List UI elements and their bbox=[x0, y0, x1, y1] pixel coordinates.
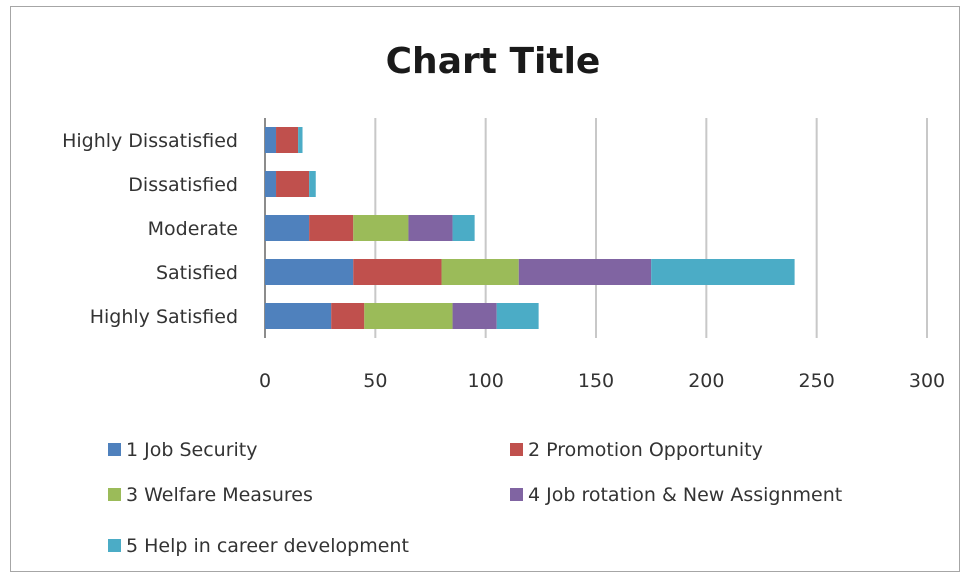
x-tick-label: 300 bbox=[909, 370, 945, 392]
legend-item: 4 Job rotation & New Assignment bbox=[510, 484, 842, 506]
legend: 1 Job Security 2 Promotion Opportunity 3 W… bbox=[108, 439, 842, 557]
legend-label: 2 Promotion Opportunity bbox=[528, 439, 763, 461]
category-label: Moderate bbox=[148, 218, 238, 240]
legend-item: 3 Welfare Measures bbox=[108, 484, 313, 506]
bar-segment bbox=[309, 171, 316, 197]
category-label: Highly Dissatisfied bbox=[62, 130, 238, 152]
bar-segment bbox=[276, 127, 299, 153]
legend-item: 5 Help in career development bbox=[108, 535, 409, 557]
category-label: Highly Satisfied bbox=[90, 306, 238, 328]
legend-swatch bbox=[510, 488, 523, 501]
bar-segment bbox=[441, 259, 519, 285]
x-tick-labels: 0 50 100 150 200 250 300 bbox=[259, 370, 945, 392]
gridlines bbox=[264, 118, 928, 338]
x-tick-label: 50 bbox=[363, 370, 387, 392]
bar-segment bbox=[298, 127, 303, 153]
bar-segment bbox=[496, 303, 539, 329]
legend-label: 1 Job Security bbox=[126, 439, 257, 461]
legend-label: 4 Job rotation & New Assignment bbox=[528, 484, 842, 506]
chart-title: Chart Title bbox=[386, 41, 601, 82]
legend-label: 3 Welfare Measures bbox=[126, 484, 313, 506]
x-tick-label: 200 bbox=[688, 370, 724, 392]
category-label: Satisfied bbox=[156, 262, 238, 284]
bars bbox=[265, 127, 795, 329]
category-label: Dissatisfied bbox=[128, 174, 238, 196]
bar-segment bbox=[265, 171, 277, 197]
x-tick-label: 150 bbox=[578, 370, 614, 392]
bar-segment bbox=[518, 259, 652, 285]
bar-segment bbox=[651, 259, 795, 285]
bar-segment bbox=[309, 215, 354, 241]
x-tick-label: 0 bbox=[259, 370, 271, 392]
bar-segment bbox=[265, 127, 277, 153]
bar-segment bbox=[353, 215, 409, 241]
legend-item: 2 Promotion Opportunity bbox=[510, 439, 763, 461]
bar-segment bbox=[452, 215, 475, 241]
legend-swatch bbox=[108, 488, 121, 501]
bar-segment bbox=[408, 215, 453, 241]
bar-segment bbox=[265, 259, 354, 285]
bar-segment bbox=[276, 171, 310, 197]
bar-segment bbox=[452, 303, 497, 329]
legend-item: 1 Job Security bbox=[108, 439, 257, 461]
legend-swatch bbox=[510, 443, 523, 456]
legend-label: 5 Help in career development bbox=[126, 535, 409, 557]
bar-segment bbox=[265, 215, 310, 241]
bar-segment bbox=[353, 259, 442, 285]
category-labels: Highly Dissatisfied Dissatisfied Moderate S… bbox=[62, 130, 238, 328]
legend-swatch bbox=[108, 539, 121, 552]
bar-segment bbox=[265, 303, 332, 329]
x-tick-label: 250 bbox=[799, 370, 835, 392]
legend-swatch bbox=[108, 443, 121, 456]
bar-segment bbox=[364, 303, 453, 329]
x-tick-label: 100 bbox=[468, 370, 504, 392]
bar-segment bbox=[331, 303, 365, 329]
